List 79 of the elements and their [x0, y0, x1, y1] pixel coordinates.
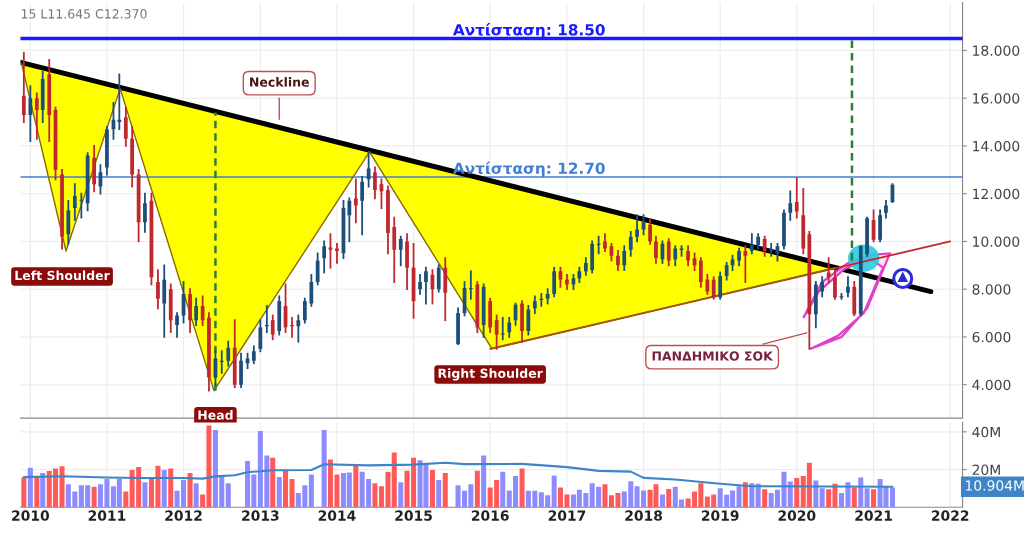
bar: [161, 469, 167, 508]
y-tick-label: 14.000: [973, 140, 1020, 152]
x-tick-label: 2015: [395, 510, 432, 521]
bar: [270, 457, 276, 508]
x-tick-label: 2010: [12, 510, 50, 521]
bar: [500, 471, 506, 508]
text: 10.904M: [965, 480, 1024, 491]
line-series: [22, 461, 894, 488]
y-tick-label: 20M: [972, 464, 1000, 476]
bar: [474, 470, 480, 508]
ref-line-label: Αντίσταση: 18.50: [452, 23, 605, 39]
x-tick-label: 2017: [548, 510, 586, 521]
annotation: Left Shoulder: [15, 270, 110, 281]
y-tick-label: 12.000: [973, 188, 1020, 200]
bar: [659, 494, 665, 508]
bar: [787, 481, 793, 508]
bar: [321, 429, 327, 508]
bar: [308, 474, 314, 508]
bar: [59, 466, 65, 508]
x-tick-label: 2020: [778, 510, 816, 521]
bar: [481, 455, 487, 508]
bar: [34, 475, 40, 508]
annotation: Head: [198, 410, 233, 420]
bar: [187, 472, 193, 508]
bar: [40, 472, 46, 508]
y-tick-label: 10.000: [973, 236, 1020, 247]
bar: [851, 487, 857, 508]
bar: [819, 488, 825, 508]
bar: [168, 468, 174, 508]
annotation: Neckline: [250, 77, 309, 87]
x-tick-label: 2011: [88, 510, 126, 521]
bar: [193, 483, 199, 508]
bar: [27, 467, 33, 508]
annotation: ΠΑΝΔΗΜΙΚΟ ΣΟΚ: [652, 351, 774, 361]
bar: [429, 469, 435, 508]
x-tick-label: 2018: [625, 510, 663, 521]
x-tick-label: 2012: [165, 510, 202, 521]
bar: [889, 487, 895, 508]
bar: [736, 486, 742, 508]
bar: [749, 483, 755, 508]
bar: [123, 491, 129, 508]
bar: [398, 482, 404, 508]
bar: [864, 488, 870, 508]
x-tick-label: 2014: [318, 510, 356, 521]
y-tick-label: 4.000: [972, 379, 1011, 391]
bar: [225, 483, 231, 508]
bar: [666, 489, 672, 508]
annotation: Right Shoulder: [438, 368, 543, 381]
bar: [519, 468, 525, 508]
bar: [142, 482, 148, 508]
x-tick-label: 2019: [701, 510, 739, 521]
x-tick-label: 2013: [242, 510, 279, 521]
y-tick-label: 40M: [972, 426, 1000, 438]
bar: [91, 486, 97, 508]
bar: [372, 483, 378, 508]
bar: [762, 489, 768, 508]
y-tick-label: 18.000: [973, 45, 1020, 56]
bar: [391, 452, 397, 508]
bar: [871, 489, 877, 508]
bar: [551, 475, 557, 508]
x-tick-label: 2016: [471, 510, 509, 521]
bar: [283, 470, 289, 508]
bar: [794, 478, 800, 508]
bar: [276, 476, 282, 508]
bar: [353, 465, 359, 508]
annotation: 15 L11.645 C12.370: [21, 9, 147, 19]
bar: [602, 484, 608, 508]
bar: [442, 472, 448, 508]
x-tick-label: 2022: [931, 510, 969, 521]
y-tick-label: 16.000: [973, 93, 1020, 104]
y-tick-label: 8.000: [972, 284, 1011, 295]
bar: [858, 477, 864, 508]
bar: [21, 477, 27, 508]
bar: [289, 479, 295, 508]
ref-line-label: Αντίσταση: 12.70: [452, 161, 605, 177]
x-tick-label: 2021: [855, 510, 892, 521]
y-tick-label: 6.000: [972, 331, 1011, 343]
bar: [436, 479, 442, 508]
bar: [742, 482, 748, 508]
